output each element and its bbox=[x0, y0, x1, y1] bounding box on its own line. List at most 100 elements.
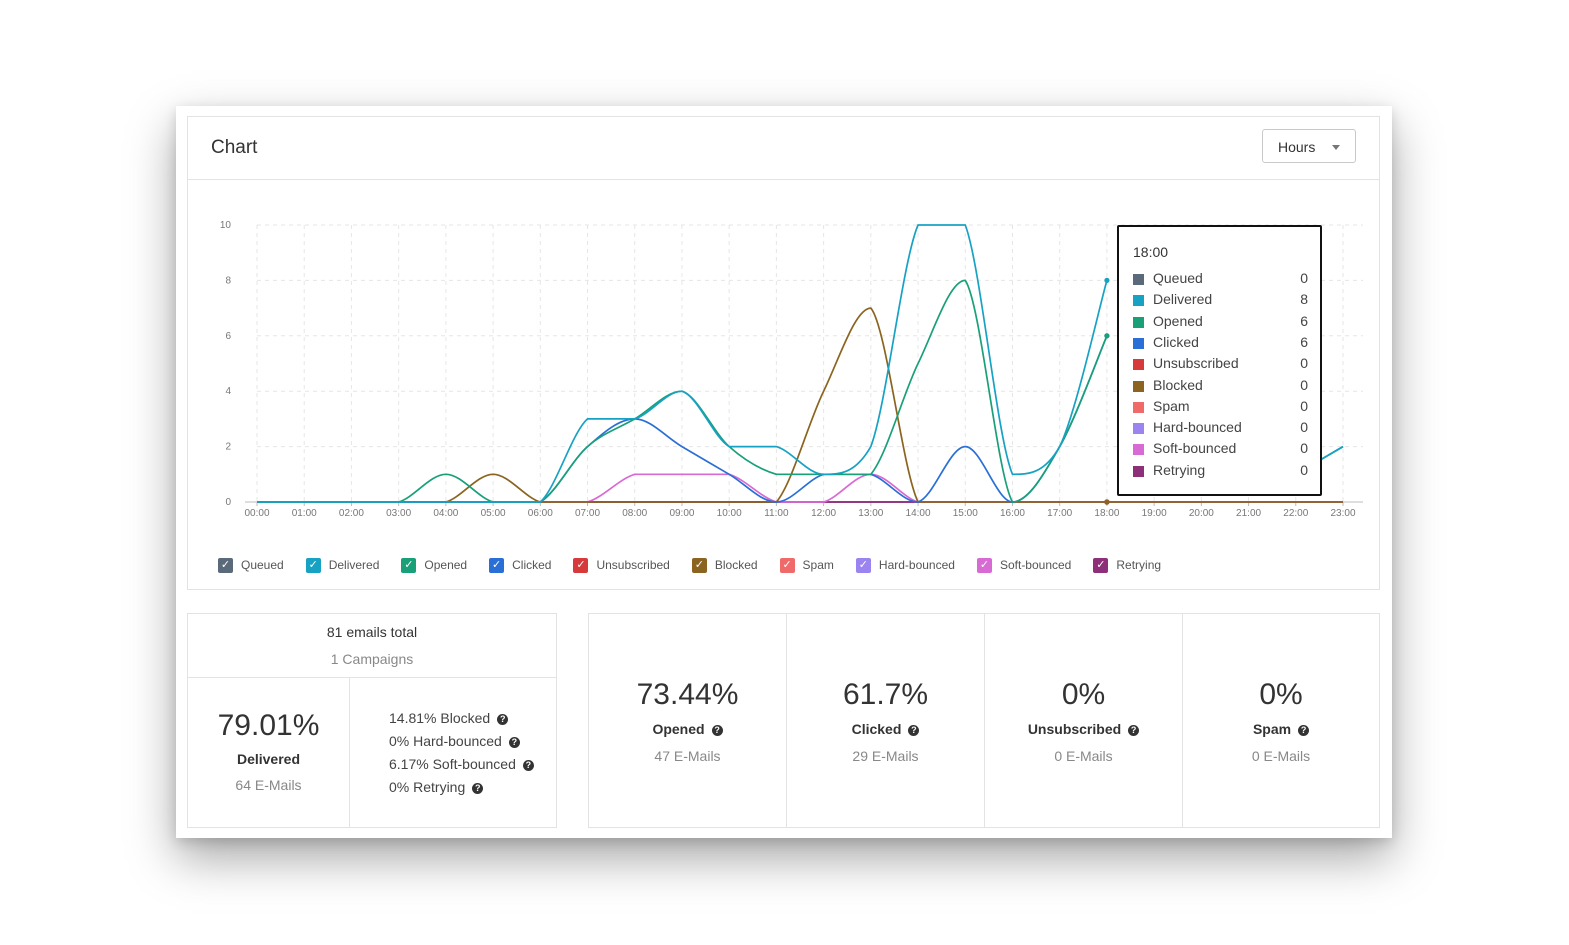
legend-item-blocked[interactable]: ✓ Blocked bbox=[691, 557, 758, 573]
chevron-down-icon bbox=[1332, 145, 1340, 150]
metric-value: 61.7% bbox=[842, 678, 929, 711]
chart-legend: ✓ Queued ✓ Delivered ✓ Opened ✓ Clicked ✓ Unsubsc… bbox=[218, 556, 1183, 574]
legend-item-queued[interactable]: ✓ Queued bbox=[218, 557, 284, 573]
legend-label: Clicked bbox=[512, 558, 552, 572]
tooltip-row: Blocked 0 bbox=[1133, 377, 1308, 397]
legend-item-spam[interactable]: ✓ Spam bbox=[779, 557, 834, 573]
metric-count: 0 E-Mails bbox=[1251, 748, 1311, 764]
total-emails: 81 emails total bbox=[326, 624, 418, 640]
metric-count: 47 E-Mails bbox=[654, 748, 721, 764]
metric-value: 73.44% bbox=[636, 678, 739, 711]
help-icon[interactable]: ? bbox=[711, 725, 723, 736]
tooltip-swatch bbox=[1133, 295, 1144, 307]
x-tick-label: 18:00 bbox=[1094, 508, 1119, 519]
legend-item-unsubscribed[interactable]: ✓ Unsubscribed bbox=[573, 557, 670, 573]
tooltip-series-value: 6 bbox=[1300, 312, 1308, 329]
breakdown-list: 14.81% Blocked? 0% Hard-bounced? 6.17% Sof… bbox=[389, 710, 534, 802]
checkbox-checked-icon[interactable]: ✓ bbox=[489, 557, 505, 573]
series-line-delivered bbox=[257, 224, 1108, 503]
breakdown-item: 0% Hard-bounced? bbox=[389, 733, 534, 756]
checkbox-checked-icon[interactable]: ✓ bbox=[305, 557, 321, 573]
x-tick-label: 21:00 bbox=[1236, 508, 1261, 519]
series-point-blocked bbox=[1104, 499, 1110, 505]
help-icon[interactable]: ? bbox=[522, 760, 534, 771]
metric-count: 29 E-Mails bbox=[852, 748, 919, 764]
legend-item-delivered[interactable]: ✓ Delivered bbox=[305, 557, 379, 573]
period-dropdown[interactable]: Hours bbox=[1262, 129, 1356, 163]
metric-label: Opened bbox=[652, 721, 705, 737]
x-tick-label: 09:00 bbox=[669, 508, 694, 519]
check-icon: ✓ bbox=[308, 558, 318, 571]
x-tick-label: 14:00 bbox=[906, 508, 931, 519]
y-tick-label: 0 bbox=[225, 497, 231, 508]
checkbox-checked-icon[interactable]: ✓ bbox=[401, 557, 417, 573]
metric-label-row: Unsubscribed? bbox=[985, 721, 1182, 737]
checkbox-checked-icon[interactable]: ✓ bbox=[691, 557, 707, 573]
check-icon: ✓ bbox=[694, 558, 704, 571]
x-tick-label: 23:00 bbox=[1330, 508, 1355, 519]
help-icon[interactable]: ? bbox=[497, 714, 509, 725]
help-icon[interactable]: ? bbox=[1128, 725, 1140, 736]
check-icon: ✓ bbox=[576, 558, 586, 571]
x-tick-label: 03:00 bbox=[386, 508, 411, 519]
breakdown-text: 6.17% Soft-bounced bbox=[389, 756, 516, 772]
checkbox-checked-icon[interactable]: ✓ bbox=[976, 557, 992, 573]
legend-item-retrying[interactable]: ✓ Retrying bbox=[1093, 557, 1161, 573]
check-icon: ✓ bbox=[1096, 558, 1106, 571]
tooltip-row: Hard-bounced 0 bbox=[1133, 419, 1308, 439]
x-tick-label: 00:00 bbox=[244, 508, 269, 519]
check-icon: ✓ bbox=[404, 558, 414, 571]
legend-label: Soft-bounced bbox=[999, 558, 1072, 572]
tooltip-swatch bbox=[1133, 380, 1144, 392]
x-tick-label: 04:00 bbox=[433, 508, 458, 519]
legend-label: Queued bbox=[241, 558, 284, 572]
legend-label: Opened bbox=[424, 558, 468, 572]
delivered-label: Delivered bbox=[236, 751, 301, 767]
tooltip-series-name: Opened bbox=[1153, 312, 1203, 329]
help-icon[interactable]: ? bbox=[908, 725, 920, 736]
legend-item-clicked[interactable]: ✓ Clicked bbox=[489, 557, 552, 573]
help-icon[interactable]: ? bbox=[1298, 725, 1310, 736]
campaign-count: 1 Campaigns bbox=[330, 651, 414, 667]
legend-label: Blocked bbox=[714, 558, 758, 572]
check-icon: ✓ bbox=[492, 558, 502, 571]
breakdown-text: 0% Hard-bounced bbox=[389, 733, 502, 749]
legend-item-hard-bounced[interactable]: ✓ Hard-bounced bbox=[855, 557, 955, 573]
help-icon[interactable]: ? bbox=[508, 737, 520, 748]
metric-label-row: Opened? bbox=[589, 721, 786, 737]
checkbox-checked-icon[interactable]: ✓ bbox=[855, 557, 871, 573]
x-tick-label: 19:00 bbox=[1142, 508, 1167, 519]
delivered-count: 64 E-Mails bbox=[235, 777, 302, 793]
legend-item-soft-bounced[interactable]: ✓ Soft-bounced bbox=[976, 557, 1072, 573]
tooltip-series-name: Clicked bbox=[1153, 333, 1199, 350]
check-icon: ✓ bbox=[979, 558, 990, 571]
metric-card-opened: 73.44% Opened? 47 E-Mails bbox=[588, 613, 787, 828]
delivered-value: 79.01% bbox=[217, 709, 320, 742]
legend-label: Unsubscribed bbox=[596, 558, 670, 572]
breakdown-item: 14.81% Blocked? bbox=[389, 710, 534, 733]
x-tick-label: 20:00 bbox=[1189, 508, 1214, 519]
metric-label: Unsubscribed bbox=[1027, 721, 1122, 737]
checkbox-checked-icon[interactable]: ✓ bbox=[779, 557, 795, 573]
tooltip-swatch bbox=[1133, 465, 1144, 477]
metric-label: Clicked bbox=[851, 721, 902, 737]
y-tick-label: 6 bbox=[225, 331, 231, 342]
tooltip-series-value: 0 bbox=[1300, 397, 1308, 414]
y-tick-label: 4 bbox=[225, 386, 231, 397]
legend-item-opened[interactable]: ✓ Opened bbox=[401, 557, 468, 573]
x-tick-label: 02:00 bbox=[339, 508, 364, 519]
checkbox-checked-icon[interactable]: ✓ bbox=[1093, 557, 1109, 573]
tooltip-series-name: Unsubscribed bbox=[1153, 355, 1239, 372]
help-icon[interactable]: ? bbox=[472, 783, 484, 794]
tooltip-series-value: 0 bbox=[1300, 376, 1308, 393]
x-tick-label: 06:00 bbox=[528, 508, 553, 519]
x-tick-label: 16:00 bbox=[1000, 508, 1025, 519]
x-tick-label: 15:00 bbox=[953, 508, 978, 519]
metric-count: 0 E-Mails bbox=[1054, 748, 1113, 764]
tooltip-row: Clicked 6 bbox=[1133, 334, 1308, 354]
breakdown-text: 14.81% Blocked bbox=[389, 710, 491, 726]
x-tick-label: 17:00 bbox=[1047, 508, 1072, 519]
checkbox-checked-icon[interactable]: ✓ bbox=[218, 557, 233, 573]
checkbox-checked-icon[interactable]: ✓ bbox=[573, 557, 589, 573]
tooltip-swatch bbox=[1133, 401, 1144, 413]
